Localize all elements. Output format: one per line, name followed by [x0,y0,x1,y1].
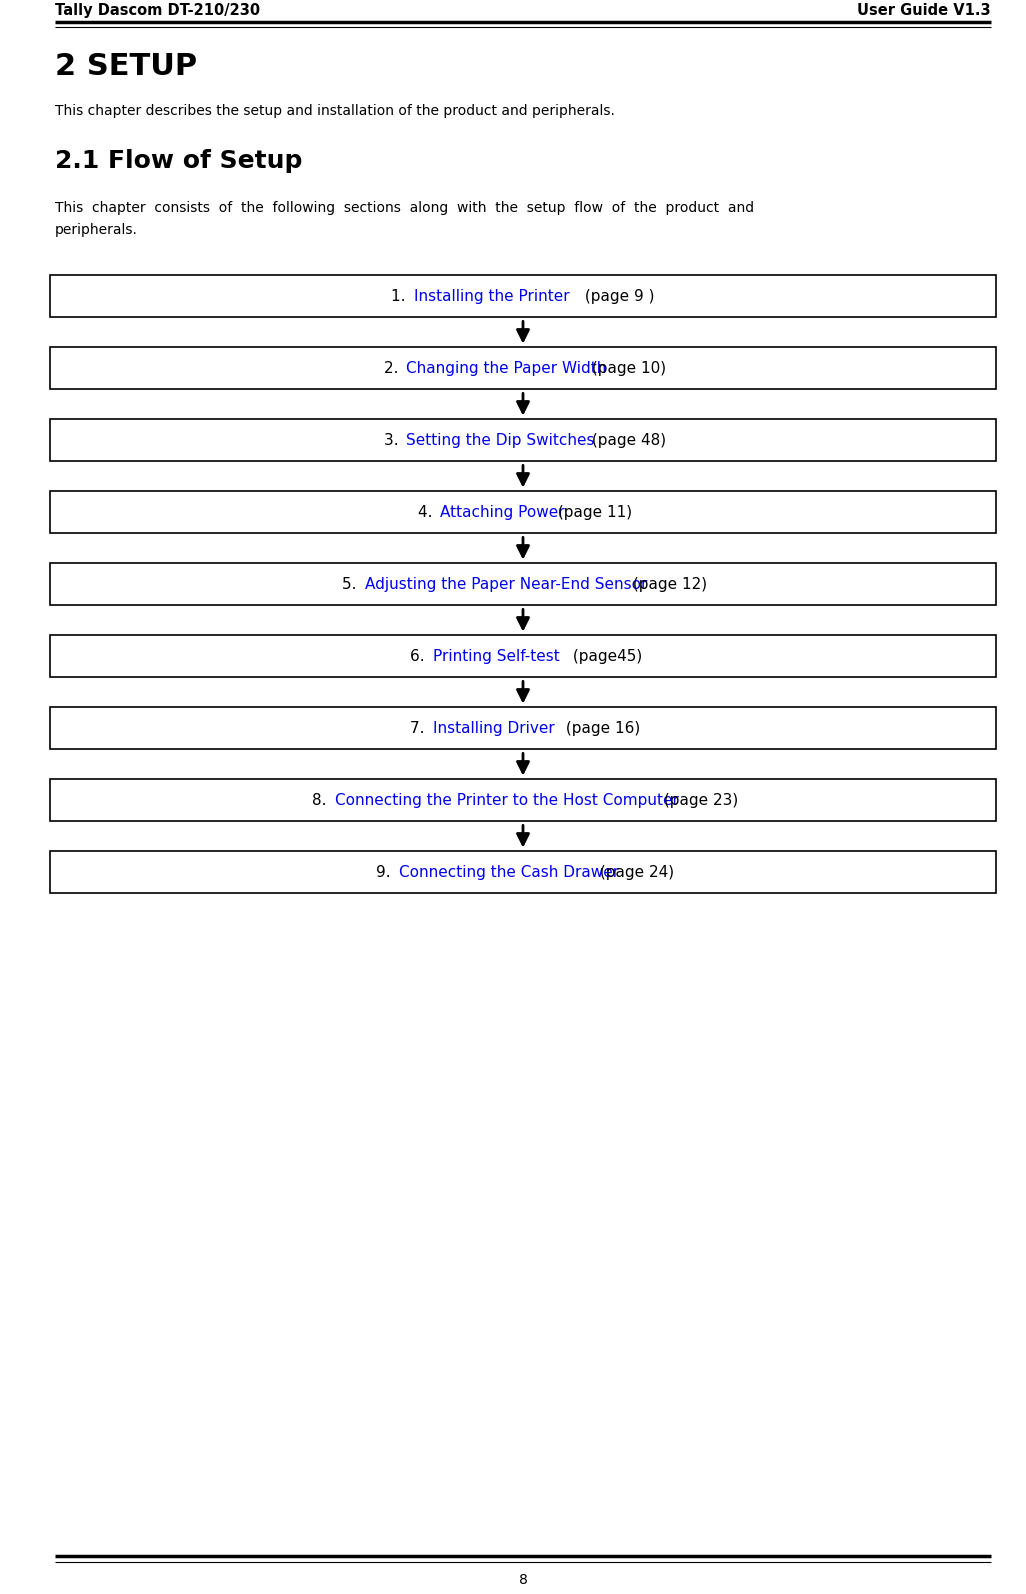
Text: (page 16): (page 16) [560,720,640,736]
Text: 8.: 8. [312,792,331,808]
Bar [50,491,996,534]
Text: (page 48): (page 48) [587,434,666,448]
Text: peripherals.: peripherals. [55,223,137,238]
Text: 5.: 5. [342,577,361,591]
Text: Attaching Power: Attaching Power [440,505,564,520]
Text: (page 23): (page 23) [659,792,738,808]
Text: (page45): (page45) [568,649,642,665]
Text: Changing the Paper Width: Changing the Paper Width [406,360,606,376]
Text: 3.: 3. [384,434,403,448]
Bar [50,347,996,389]
Bar [50,564,996,606]
Text: Setting the Dip Switches: Setting the Dip Switches [406,434,595,448]
Text: Connecting the Cash Drawer: Connecting the Cash Drawer [399,866,619,880]
Text: 7.: 7. [410,720,429,736]
Text: This  chapter  consists  of  the  following  sections  along  with  the  setup  : This chapter consists of the following s… [55,201,754,215]
Text: Printing Self-test: Printing Self-test [433,649,559,665]
Text: User Guide V1.3: User Guide V1.3 [858,3,991,18]
Text: 1.: 1. [391,289,410,304]
Text: 2 SETUP: 2 SETUP [55,53,197,81]
Bar [50,708,996,749]
Text: (page 11): (page 11) [553,505,632,520]
Bar [50,276,996,317]
Text: 2.1 Flow of Setup: 2.1 Flow of Setup [55,150,303,174]
Text: Tally Dascom DT-210/230: Tally Dascom DT-210/230 [55,3,261,18]
Text: 2.: 2. [384,360,403,376]
Bar [50,636,996,677]
Bar [50,851,996,894]
Text: This chapter describes the setup and installation of the product and peripherals: This chapter describes the setup and ins… [55,105,615,118]
Text: 9.: 9. [377,866,396,880]
Text: 6.: 6. [410,649,430,665]
Text: (page 10): (page 10) [587,360,666,376]
Text: 4.: 4. [418,505,437,520]
Text: Installing the Printer: Installing the Printer [413,289,569,304]
Bar [50,419,996,462]
Text: 8: 8 [518,1573,527,1588]
Text: (page 9 ): (page 9 ) [580,289,654,304]
Text: Installing Driver: Installing Driver [433,720,554,736]
Text: Connecting the Printer to the Host Computer: Connecting the Printer to the Host Compu… [334,792,678,808]
Text: Adjusting the Paper Near-End Sensor: Adjusting the Paper Near-End Sensor [365,577,647,591]
Bar [50,779,996,821]
Text: (page 12): (page 12) [629,577,708,591]
Text: (page 24): (page 24) [595,866,674,880]
